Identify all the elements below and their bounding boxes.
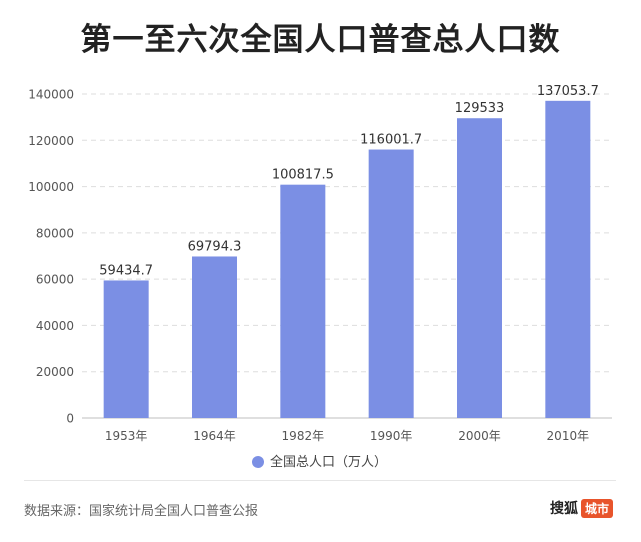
y-tick-label: 80000 [36,226,74,240]
y-tick-label: 20000 [36,365,74,379]
x-tick-label: 2010年 [547,429,590,443]
bar [192,256,237,418]
x-tick-label: 1953年 [105,429,148,443]
y-tick-label: 140000 [28,88,74,102]
bar [368,149,414,418]
bar [545,100,591,419]
brand-name: 搜狐 [549,501,578,517]
x-tick-label: 1990年 [370,429,413,443]
y-tick-label: 40000 [36,319,74,333]
bar [103,280,149,418]
bar-value-label: 116001.7 [360,133,422,148]
y-tick-label: 100000 [28,180,74,194]
brand-logo: 搜狐 城市 [550,498,613,518]
bar [457,118,502,418]
brand-tag: 城市 [580,498,613,518]
bar-value-label: 69794.3 [188,239,242,254]
bar-value-label: 129533 [455,101,505,116]
bar-chart: 0 20000 40000 60000 80000 100000 120000 140000 5… [28,84,612,470]
x-tick-label: 1964年 [193,429,236,443]
y-tick-label: 120000 [28,134,74,148]
bar-value-label: 59434.7 [99,263,153,278]
bar-value-label: 100817.5 [272,168,334,183]
x-tick-label: 1982年 [282,429,325,443]
legend-swatch [252,456,264,468]
y-tick-label: 60000 [36,273,74,287]
x-tick-label: 2000年 [458,429,501,443]
y-tick-label: 0 [66,412,74,426]
legend-label: 全国总人口（万人） [270,454,387,470]
bar [280,184,326,418]
data-source-text: 数据来源：国家统计局全国人口普查公报 [24,504,259,519]
footer-divider [24,480,616,481]
bar-value-label: 137053.7 [537,84,599,99]
chart-title: 第一至六次全国人口普查总人口数 [80,22,561,58]
